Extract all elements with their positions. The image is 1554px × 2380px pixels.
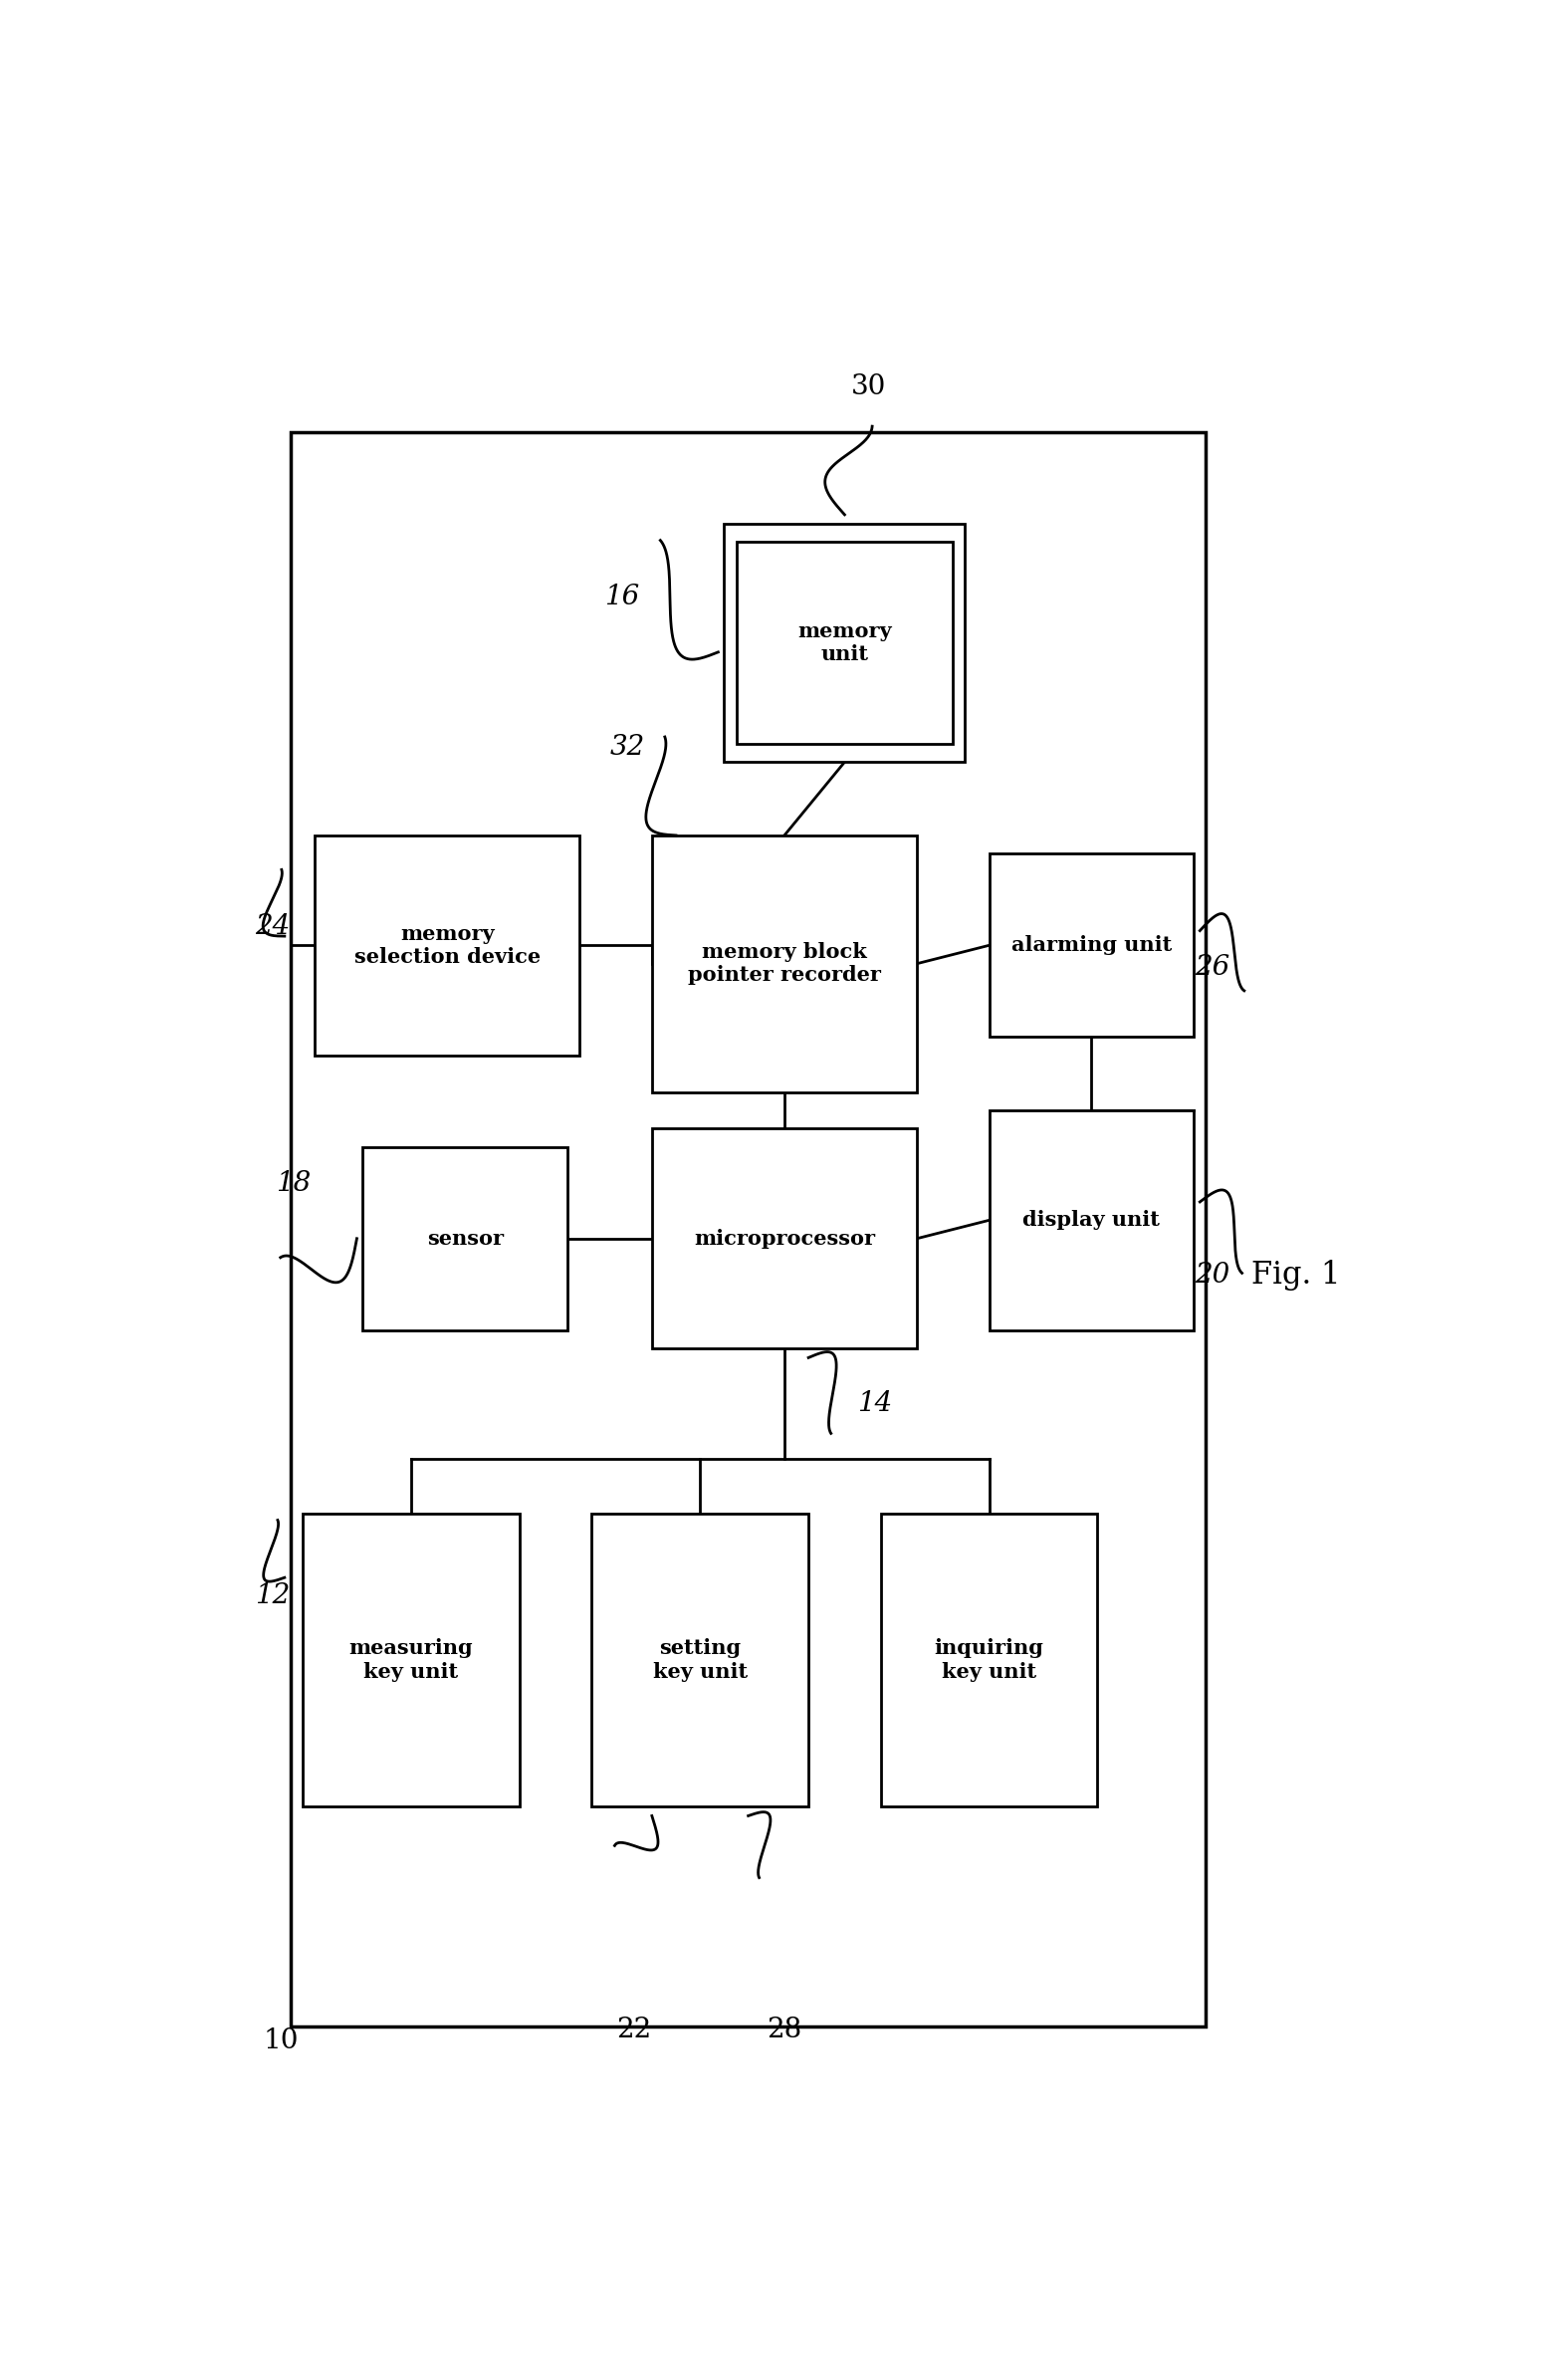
Bar <box>990 1111 1193 1330</box>
Text: microprocessor: microprocessor <box>693 1228 875 1250</box>
Text: 10: 10 <box>263 2028 298 2054</box>
Bar <box>653 1128 917 1349</box>
Bar <box>737 543 953 743</box>
Text: sensor: sensor <box>427 1228 503 1250</box>
Bar <box>364 1147 567 1330</box>
Text: memory
unit: memory unit <box>797 621 892 664</box>
Bar <box>314 835 580 1054</box>
Bar <box>592 1514 808 1806</box>
Bar <box>724 524 965 762</box>
Bar <box>990 854 1193 1038</box>
Text: alarming unit: alarming unit <box>1012 935 1172 954</box>
Text: measuring
key unit: measuring key unit <box>350 1637 472 1683</box>
Text: memory block
pointer recorder: memory block pointer recorder <box>688 942 881 985</box>
Text: 16: 16 <box>605 583 639 612</box>
Bar <box>881 1514 1097 1806</box>
Text: 30: 30 <box>852 374 886 400</box>
Text: setting
key unit: setting key unit <box>653 1637 747 1683</box>
Text: 26: 26 <box>1195 954 1229 981</box>
Text: display unit: display unit <box>1023 1211 1161 1230</box>
Text: 14: 14 <box>858 1390 892 1416</box>
Bar <box>303 1514 519 1806</box>
Bar <box>291 433 1206 2028</box>
Text: inquiring
key unit: inquiring key unit <box>934 1637 1044 1683</box>
Text: 12: 12 <box>255 1583 291 1609</box>
Text: 24: 24 <box>255 914 291 940</box>
Text: memory
selection device: memory selection device <box>354 923 541 966</box>
Text: 32: 32 <box>611 733 645 762</box>
Text: Fig. 1: Fig. 1 <box>1251 1259 1341 1290</box>
Bar <box>653 835 917 1092</box>
Text: 28: 28 <box>766 2016 802 2044</box>
Text: 22: 22 <box>617 2016 651 2044</box>
Text: 18: 18 <box>275 1171 311 1197</box>
Text: 20: 20 <box>1195 1261 1229 1288</box>
